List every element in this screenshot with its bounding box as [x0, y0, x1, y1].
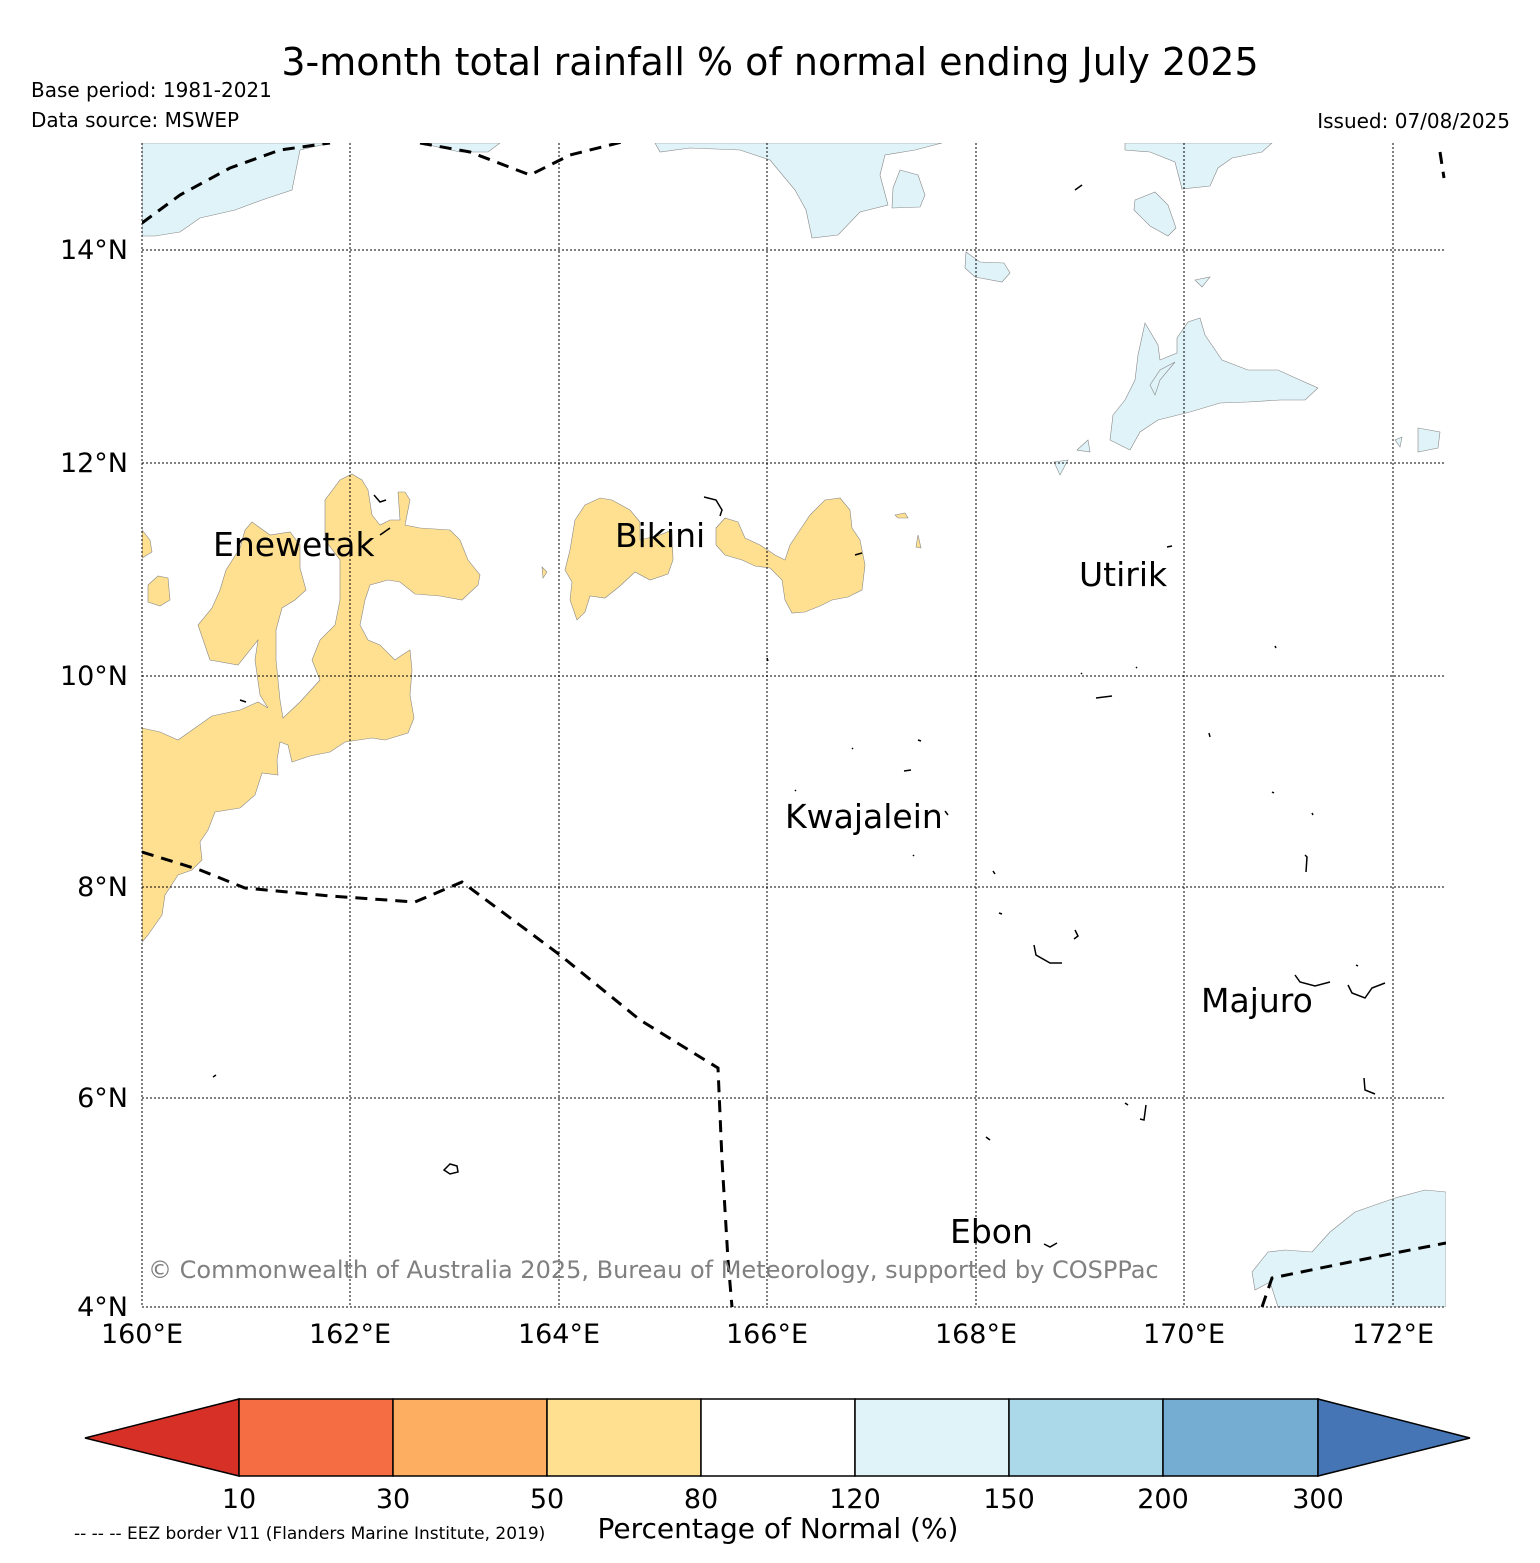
- wet-region-south-east: [1251, 1189, 1446, 1307]
- graticule: [141, 143, 1446, 1308]
- colorbar-segment: [392, 1398, 548, 1477]
- colorbar-tick: 80: [684, 1484, 718, 1515]
- dry-region-bikini: [564, 497, 674, 621]
- lon-label: 170°E: [1143, 1319, 1225, 1350]
- colorbar-segment: [854, 1398, 1010, 1477]
- colorbar-title: Percentage of Normal (%): [597, 1512, 959, 1545]
- lat-label: 14°N: [60, 235, 128, 266]
- wet-region-islet-4: [1417, 427, 1441, 453]
- colorbar-tick: 50: [530, 1484, 564, 1515]
- wet-region-north-d: [1124, 143, 1273, 190]
- dry-region-islets: [541, 512, 922, 579]
- dry-region-east-bikini: [715, 497, 866, 614]
- lat-label: 4°N: [77, 1292, 128, 1323]
- issued-date-text: Issued: 07/08/2025: [1317, 109, 1510, 133]
- colorbar-segment: [238, 1398, 394, 1477]
- map-title: 3-month total rainfall % of normal endin…: [281, 40, 1259, 84]
- place-label-kwajalein: Kwajalein: [785, 797, 943, 836]
- wet-region-islet-1: [1133, 191, 1177, 237]
- eez-border-note: -- -- -- EEZ border V11 (Flanders Marine…: [74, 1524, 546, 1544]
- wet-region-north-b: [654, 143, 943, 239]
- colorbar-tick: 150: [983, 1484, 1035, 1515]
- colorbar-extend-high: [1317, 1398, 1471, 1477]
- colorbar-segment: [1162, 1398, 1319, 1477]
- lon-label: 168°E: [935, 1319, 1017, 1350]
- longitude-labels: 160°E 162°E 164°E 166°E 168°E 170°E 172°…: [101, 1319, 1434, 1350]
- colorbar-segment: [1008, 1398, 1164, 1477]
- colorbar-tick: 300: [1292, 1484, 1344, 1515]
- lon-label: 162°E: [309, 1319, 391, 1350]
- lon-label: 160°E: [101, 1319, 183, 1350]
- colorbar-segment: [700, 1398, 856, 1477]
- lat-label: 8°N: [77, 872, 128, 903]
- wet-region-north-c: [891, 169, 926, 209]
- lon-label: 172°E: [1352, 1319, 1434, 1350]
- place-label-utirik: Utirik: [1079, 555, 1168, 594]
- lat-label: 10°N: [60, 661, 128, 692]
- colorbar-tick: 10: [222, 1484, 256, 1515]
- wet-region-islet-3: [1194, 276, 1211, 288]
- dry-region-enewetak-west: [142, 529, 171, 607]
- place-label-ebon: Ebon: [950, 1212, 1033, 1251]
- colorbar: 10 30 50 80 120 150 200 300: [84, 1398, 1471, 1515]
- copyright-text: © Commonwealth of Australia 2025, Bureau…: [148, 1256, 1159, 1284]
- base-period-text: Base period: 1981-2021: [31, 78, 272, 102]
- colorbar-extend-low: [84, 1398, 240, 1477]
- colorbar-segment: [546, 1398, 702, 1477]
- data-source-text: Data source: MSWEP: [31, 108, 240, 132]
- place-labels: Enewetak Bikini Utirik Kwajalein Majuro …: [213, 516, 1313, 1251]
- colorbar-tick: 200: [1137, 1484, 1189, 1515]
- coastlines: [212, 184, 1386, 1248]
- place-label-majuro: Majuro: [1201, 981, 1313, 1020]
- dry-region-enewetak: [142, 473, 481, 943]
- place-label-bikini: Bikini: [615, 516, 705, 555]
- wet-region-north-west: [142, 143, 331, 237]
- eez-border: [142, 143, 1446, 1307]
- lon-label: 164°E: [518, 1319, 600, 1350]
- colorbar-tick: 30: [376, 1484, 410, 1515]
- lat-label: 6°N: [77, 1083, 128, 1114]
- anomaly-shading: [142, 143, 1446, 1307]
- wet-region-islet-5: [1053, 436, 1403, 476]
- colorbar-tick: 120: [829, 1484, 881, 1515]
- latitude-labels: 14°N 12°N 10°N 8°N 6°N 4°N: [60, 235, 128, 1323]
- lon-label: 166°E: [726, 1319, 808, 1350]
- lat-label: 12°N: [60, 448, 128, 479]
- wet-region-north-east: [1109, 317, 1319, 451]
- place-label-enewetak: Enewetak: [213, 525, 376, 564]
- wet-region-islet-2: [964, 251, 1011, 283]
